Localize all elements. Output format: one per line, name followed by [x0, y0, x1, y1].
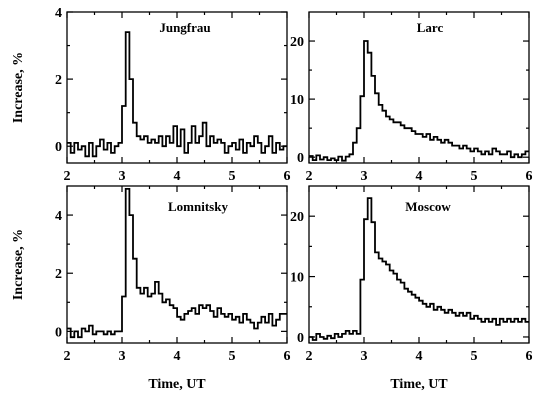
x-tick-label: 2: [64, 349, 71, 364]
x-tick-label: 3: [119, 349, 126, 364]
panel-jungfrau-title: Jungfrau: [159, 20, 210, 35]
x-tick-label: 4: [174, 169, 181, 184]
x-tick-label: 3: [361, 169, 368, 184]
x-tick-label: 2: [306, 169, 313, 184]
x-tick-label: 3: [119, 169, 126, 184]
panel-larc: 2 3 4 5 6 0 10 20 Larc: [290, 11, 533, 184]
y-tick-label: 0: [297, 331, 304, 346]
x-tick-label: 2: [64, 169, 71, 184]
x-tick-label: 4: [416, 169, 423, 184]
x-tick-label: 5: [471, 349, 478, 364]
x-tick-label: 6: [526, 169, 533, 184]
y-tick-label: 0: [55, 140, 62, 155]
x-axis-label: Time, UT: [148, 377, 206, 392]
x-tick-label: 4: [416, 349, 423, 364]
y-tick-label: 0: [55, 325, 62, 340]
panel-jungfrau-series-line: [67, 31, 287, 158]
y-tick-label: 10: [290, 271, 304, 286]
y-tick-label: 2: [55, 267, 62, 282]
x-tick-label: 4: [174, 349, 181, 364]
panel-lomnitsky-title: Lomnitsky: [168, 199, 228, 214]
x-tick-label: 3: [361, 349, 368, 364]
y-tick-label: 20: [290, 35, 304, 50]
x-tick-label: 2: [306, 349, 313, 364]
panel-moscow-series-line: [309, 197, 529, 341]
panel-larc-title: Larc: [417, 20, 444, 35]
x-tick-label: 6: [526, 349, 533, 364]
x-tick-label: 5: [229, 169, 236, 184]
y-axis-label: Increase, %: [11, 229, 26, 300]
x-axis-label: Time, UT: [390, 377, 448, 392]
x-tick-label: 5: [471, 169, 478, 184]
x-tick-label: 6: [284, 169, 291, 184]
y-tick-label: 0: [297, 151, 304, 166]
y-tick-label: 20: [290, 210, 304, 225]
x-tick-label: 5: [229, 349, 236, 364]
y-axis-label: Increase, %: [11, 52, 26, 123]
x-tick-label: 6: [284, 349, 291, 364]
panel-lomnitsky-series-line: [67, 188, 287, 339]
y-tick-label: 4: [55, 6, 62, 21]
panel-moscow: 2 3 4 5 6 0 10 20 Moscow: [290, 185, 533, 364]
y-tick-label: 10: [290, 93, 304, 108]
panel-moscow-title: Moscow: [405, 199, 451, 214]
panel-larc-series-line: [309, 40, 529, 162]
y-tick-label: 2: [55, 73, 62, 88]
y-tick-label: 4: [55, 209, 62, 224]
